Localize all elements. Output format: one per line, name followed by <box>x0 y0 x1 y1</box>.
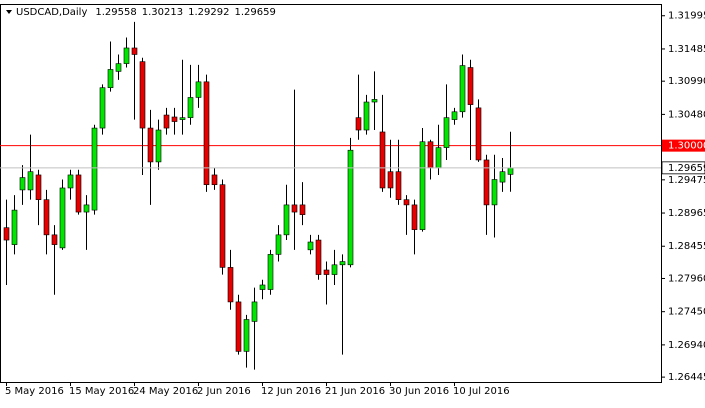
candle-body <box>187 97 194 118</box>
candle-body <box>411 204 418 230</box>
candle-body <box>123 47 130 64</box>
y-tick-label: 1.28455 <box>668 241 705 252</box>
candle-body <box>3 227 10 241</box>
candle-body <box>371 99 378 103</box>
candle-body <box>507 167 514 175</box>
candle-body <box>99 87 106 129</box>
x-tick-label: 12 Jun 2016 <box>261 386 321 397</box>
candle-body <box>395 171 402 200</box>
candle-body <box>475 107 482 161</box>
candle-body <box>83 204 90 213</box>
x-tick-label: 10 Jul 2016 <box>453 386 510 397</box>
candle-body <box>147 127 154 163</box>
x-tick-label: 30 Jun 2016 <box>389 386 449 397</box>
candle-body <box>27 171 34 191</box>
x-tick-label: 2 Jun 2016 <box>197 386 251 397</box>
candle-body <box>355 117 362 131</box>
y-tick-label: 1.26445 <box>668 372 705 383</box>
menu-arrow[interactable] <box>6 10 12 14</box>
candle-body <box>91 127 98 211</box>
candle-body <box>267 254 274 290</box>
level-label-box <box>662 139 705 152</box>
candle-body <box>323 269 330 275</box>
candle-body <box>179 117 186 120</box>
candle-body <box>115 63 122 72</box>
candle-body <box>195 81 202 98</box>
candle-body <box>139 61 146 129</box>
candle-body <box>307 241 314 251</box>
candle-body <box>491 179 498 206</box>
candle-body <box>243 319 250 352</box>
candle-body <box>443 117 450 148</box>
candle-body <box>75 174 82 213</box>
y-tick-label: 1.31995 <box>668 11 705 22</box>
header-low: 1.29292 <box>188 7 229 18</box>
candle-body <box>51 234 58 245</box>
x-tick-label: 24 May 2016 <box>133 386 198 397</box>
candle-body <box>11 209 18 245</box>
price-label: 1.29659 <box>668 163 705 174</box>
candle-body <box>235 301 242 352</box>
candle-body <box>155 129 162 163</box>
candle-body <box>419 141 426 230</box>
x-tick-label: 21 Jun 2016 <box>325 386 385 397</box>
x-tick-label: 15 May 2016 <box>69 386 134 397</box>
candle-body <box>163 114 170 129</box>
candle-body <box>339 261 346 266</box>
candle-body <box>171 116 178 122</box>
y-tick-label: 1.31485 <box>668 44 705 55</box>
header-close: 1.29659 <box>234 7 275 18</box>
header-open: 1.29558 <box>95 7 136 18</box>
candle-body <box>275 234 282 255</box>
candle-body <box>483 159 490 206</box>
candle-body <box>283 204 290 236</box>
candle-body <box>43 199 50 236</box>
candle-body <box>67 174 74 189</box>
candle-body <box>227 267 234 303</box>
price-label-box <box>661 161 705 175</box>
y-tick-label: 1.30480 <box>668 109 705 120</box>
level-label: 1.30000 <box>668 141 705 152</box>
candle-body <box>403 199 410 206</box>
candle-body <box>251 301 258 322</box>
candle-body <box>211 174 218 186</box>
candle-body <box>499 171 506 183</box>
chart-title: USDCAD,Daily <box>16 7 87 18</box>
candle-body <box>459 65 466 113</box>
y-tick-label: 1.27450 <box>668 307 705 318</box>
candle-body <box>331 264 338 275</box>
y-tick-label: 1.30990 <box>668 76 705 87</box>
candle-body <box>363 101 370 131</box>
candle-body <box>203 81 210 186</box>
header-high: 1.30213 <box>142 7 183 18</box>
candle-body <box>107 69 114 88</box>
candle-body <box>451 111 458 120</box>
candle-body <box>291 204 298 213</box>
candle-body <box>315 239 322 275</box>
candle-body <box>35 174 42 200</box>
candle-body <box>467 67 474 105</box>
candle-body <box>379 131 386 189</box>
candle-body <box>427 141 434 169</box>
candle-body <box>259 284 266 290</box>
candle-body <box>19 177 26 191</box>
candle-body <box>387 171 394 189</box>
candle-body <box>131 47 138 55</box>
plot-frame <box>0 4 662 383</box>
candle-body <box>435 147 442 169</box>
candle-body <box>347 149 354 266</box>
y-tick-label: 1.29475 <box>668 175 705 186</box>
y-tick-label: 1.28965 <box>668 208 705 219</box>
x-tick-label: 5 May 2016 <box>5 386 64 397</box>
y-tick-label: 1.26940 <box>668 340 705 351</box>
candle-body <box>59 187 66 249</box>
y-tick-label: 1.27960 <box>668 273 705 284</box>
candle-body <box>219 184 226 268</box>
candle-body <box>299 204 306 215</box>
